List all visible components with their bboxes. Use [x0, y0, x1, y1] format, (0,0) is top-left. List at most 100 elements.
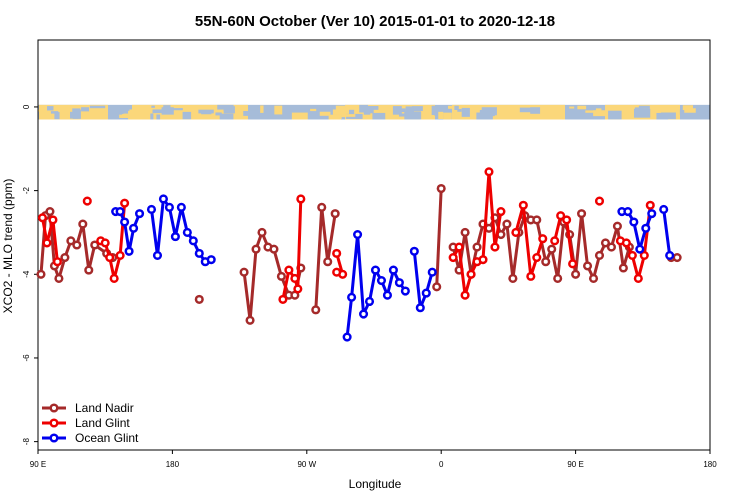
band-patch	[633, 108, 651, 118]
data-point	[66, 236, 76, 246]
data-point	[115, 206, 125, 217]
series-line	[314, 205, 337, 310]
y-tick-label: -6	[22, 354, 31, 362]
data-point	[427, 267, 437, 277]
data-point	[556, 211, 566, 221]
data-point	[257, 227, 267, 237]
data-point	[627, 250, 637, 261]
data-point	[120, 217, 130, 227]
series-land-nadir	[36, 183, 682, 325]
data-point	[466, 269, 476, 279]
data-point	[152, 250, 163, 261]
data-point	[290, 273, 300, 284]
band-patch	[328, 114, 342, 120]
data-point	[129, 223, 139, 233]
band-patch	[340, 109, 356, 113]
band-patch	[438, 111, 444, 120]
x-tick-label: 90 W	[297, 460, 316, 469]
band-patch	[461, 107, 470, 117]
band-patch	[128, 110, 142, 120]
band-patch	[291, 112, 308, 120]
x-tick-label: 180	[703, 460, 717, 469]
band-patch	[348, 109, 355, 115]
data-point	[448, 253, 458, 263]
data-point	[436, 183, 446, 194]
data-point	[629, 217, 639, 227]
legend-label: Land Nadir	[75, 401, 134, 415]
series-ocean-glint	[111, 194, 675, 342]
data-point	[478, 255, 488, 265]
data-point	[594, 196, 605, 206]
data-point	[278, 294, 288, 304]
series-land-glint	[37, 167, 655, 304]
band-patch	[156, 114, 161, 120]
band-patch	[341, 108, 355, 118]
data-point	[432, 282, 442, 292]
data-point	[645, 200, 655, 210]
band-patch	[54, 112, 60, 120]
data-point	[409, 246, 419, 256]
data-point	[518, 200, 528, 210]
legend-swatch-point	[49, 433, 59, 443]
y-tick-label: -2	[22, 187, 31, 195]
data-point	[105, 253, 115, 263]
band-patch	[577, 105, 587, 110]
data-point	[347, 292, 357, 302]
data-point	[37, 213, 48, 223]
data-point	[415, 303, 425, 313]
band-patch	[411, 106, 423, 111]
series-line	[435, 188, 443, 287]
data-point	[460, 290, 470, 300]
band-patch	[319, 111, 331, 116]
band-patch	[182, 111, 192, 120]
band-patch	[457, 108, 462, 112]
data-point	[146, 204, 157, 214]
band-patch	[151, 105, 155, 108]
land-ocean-band	[38, 104, 710, 120]
x-tick-label: 0	[439, 460, 444, 469]
data-point	[490, 242, 500, 252]
data-point	[332, 267, 342, 277]
band-patch	[519, 107, 532, 113]
data-point	[568, 259, 578, 269]
y-axis-label: XCO2 - MLO trend (ppm)	[1, 179, 15, 314]
data-point	[606, 242, 616, 252]
data-point	[541, 257, 551, 267]
band-patch	[219, 113, 234, 120]
series-line	[662, 209, 672, 256]
data-point	[502, 219, 512, 229]
x-tick-label: 90 E	[567, 460, 583, 469]
data-point	[115, 250, 125, 261]
data-point	[90, 240, 100, 250]
data-point	[647, 209, 657, 219]
data-point	[296, 194, 306, 204]
band-patch	[363, 108, 371, 115]
data-point	[42, 238, 52, 248]
data-point	[284, 265, 294, 275]
x-axis: 90 E 180 90 W 0 90 E 180	[30, 450, 717, 469]
band-patch	[201, 110, 212, 115]
band-patch	[89, 105, 106, 109]
data-point	[330, 209, 340, 219]
band-patch	[50, 111, 59, 114]
data-point	[382, 290, 392, 300]
data-point	[276, 271, 286, 281]
data-point	[194, 248, 204, 258]
data-point	[370, 265, 381, 275]
data-point	[659, 204, 669, 214]
data-point	[562, 215, 572, 225]
data-point	[194, 294, 204, 304]
band-patch	[398, 108, 406, 113]
data-point	[633, 273, 643, 284]
data-point	[124, 246, 134, 256]
band-patch	[585, 110, 597, 113]
data-point	[612, 221, 622, 231]
data-point	[547, 244, 557, 254]
data-point	[532, 253, 542, 263]
band-patch	[593, 110, 607, 117]
band-patch	[47, 106, 54, 111]
data-point	[78, 219, 88, 229]
band-patch	[608, 110, 622, 120]
chart-title: 55N-60N October (Ver 10) 2015-01-01 to 2…	[195, 13, 555, 30]
